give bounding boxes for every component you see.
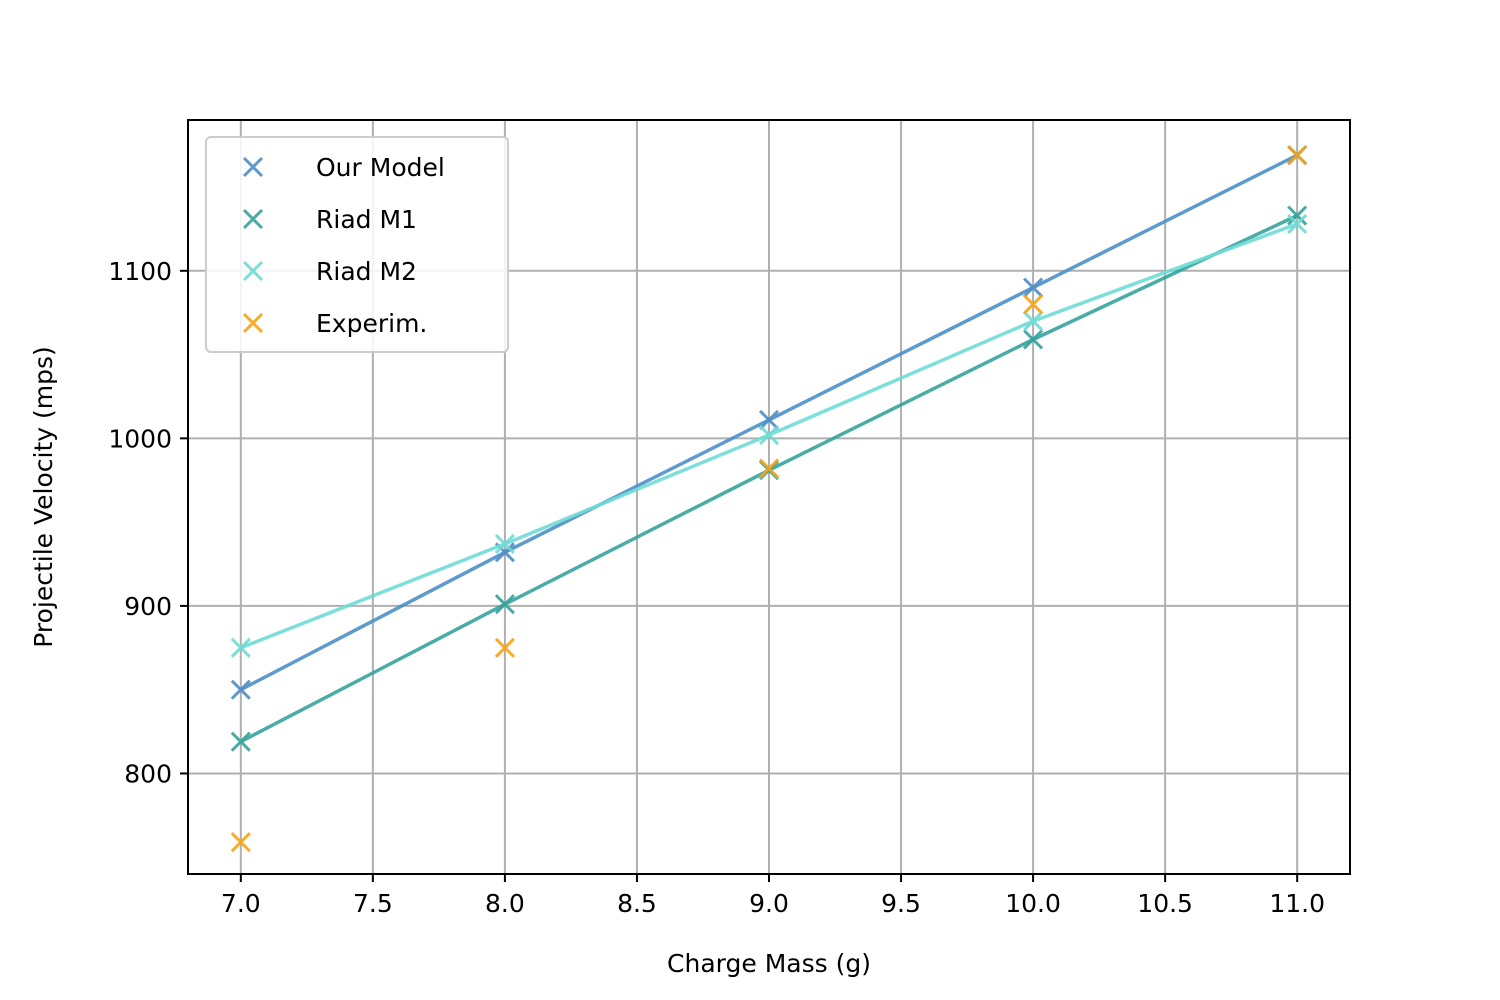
data-point-riad-m2 xyxy=(230,637,251,658)
data-point-experim xyxy=(758,458,780,479)
data-point-experim xyxy=(494,637,515,658)
x-tick-label: 11.0 xyxy=(1269,889,1325,918)
series-riad-m2 xyxy=(230,213,1308,658)
data-point-riad-m1 xyxy=(494,594,515,615)
legend-label: Experim. xyxy=(316,309,427,338)
y-axis: 800 900 1000 1100 xyxy=(108,257,188,788)
data-point-riad-m1 xyxy=(1023,329,1044,350)
legend-marker xyxy=(242,156,264,178)
y-tick-label: 800 xyxy=(124,759,172,788)
data-point-experim xyxy=(1023,294,1044,315)
x-tick-label: 10.0 xyxy=(1005,889,1061,918)
x-tick-label: 9.0 xyxy=(749,889,789,918)
data-point-riad-m2 xyxy=(758,424,780,446)
y-tick-label: 900 xyxy=(124,592,172,621)
legend-item-riad-m2: Riad M2 xyxy=(242,257,417,286)
x-tick-label: 10.5 xyxy=(1137,889,1193,918)
data-point-riad-m2 xyxy=(1023,311,1044,332)
x-tick-label: 9.5 xyxy=(881,889,921,918)
x-tick-label: 7.0 xyxy=(221,889,261,918)
legend-label: Our Model xyxy=(316,153,445,182)
series-experim xyxy=(230,145,1308,853)
legend-label: Riad M1 xyxy=(316,205,417,234)
data-point-our-model xyxy=(758,409,780,430)
x-axis: 7.0 7.5 8.0 8.5 9.0 9.5 10.0 10.5 11.0 xyxy=(221,874,1325,918)
data-point-experim xyxy=(1287,145,1308,166)
legend-item-riad-m1: Riad M1 xyxy=(242,205,417,234)
x-tick-label: 8.0 xyxy=(485,889,525,918)
x-axis-label: Charge Mass (g) xyxy=(667,949,871,978)
data-point-riad-m2 xyxy=(1287,213,1308,234)
legend-label: Riad M2 xyxy=(316,257,417,286)
legend-marker xyxy=(242,312,264,334)
data-point-riad-m2 xyxy=(494,533,515,554)
legend: Our Model Riad M1 Riad M2 Experim. xyxy=(205,136,509,353)
data-point-experim xyxy=(230,832,251,853)
x-tick-label: 8.5 xyxy=(617,889,657,918)
x-tick-label: 7.5 xyxy=(353,889,393,918)
y-tick-label: 1100 xyxy=(108,257,172,286)
data-point-our-model xyxy=(230,679,251,700)
y-tick-label: 1000 xyxy=(108,424,172,453)
legend-marker xyxy=(242,208,264,230)
series-layer xyxy=(230,145,1308,853)
data-point-riad-m1 xyxy=(230,731,251,752)
legend-item-experim: Experim. xyxy=(242,309,427,338)
data-point-riad-m1 xyxy=(1287,205,1308,226)
legend-frame xyxy=(205,136,509,353)
legend-item-our-model: Our Model xyxy=(242,153,445,182)
y-axis-label: Projectile Velocity (mps) xyxy=(29,346,58,648)
legend-marker xyxy=(242,260,264,282)
data-point-our-model xyxy=(1023,277,1044,298)
